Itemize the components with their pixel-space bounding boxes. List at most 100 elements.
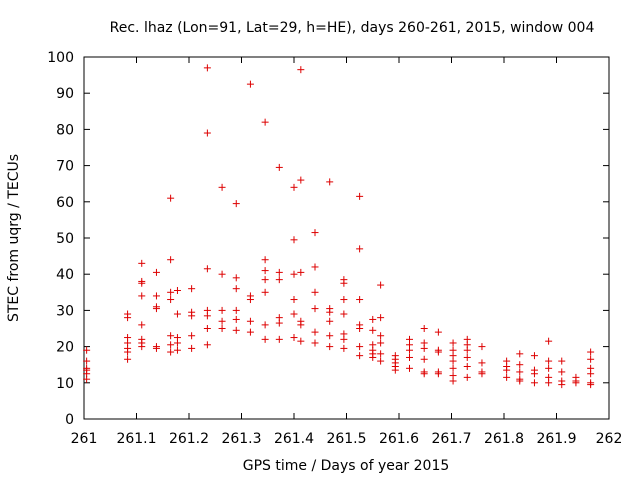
data-point — [275, 335, 283, 343]
data-point — [587, 370, 595, 378]
data-point — [377, 314, 385, 322]
data-point — [377, 350, 385, 358]
data-point — [297, 268, 305, 276]
data-point — [545, 364, 553, 372]
x-tick-label: 261.2 — [169, 431, 209, 447]
data-point — [173, 346, 181, 354]
data-point — [311, 328, 319, 336]
data-point — [290, 334, 298, 342]
data-point — [516, 361, 524, 369]
data-point — [261, 335, 269, 343]
data-point — [188, 332, 196, 340]
data-point — [203, 312, 211, 320]
data-point — [326, 178, 334, 186]
data-point — [232, 306, 240, 314]
data-point — [261, 321, 269, 329]
data-point — [188, 344, 196, 352]
data-point — [356, 245, 364, 253]
x-tick-label: 262 — [596, 431, 623, 447]
data-point — [232, 326, 240, 334]
x-tick-label: 261.9 — [536, 431, 576, 447]
data-point — [463, 346, 471, 354]
data-point — [218, 325, 226, 332]
data-point — [326, 332, 334, 340]
data-point — [152, 268, 160, 276]
data-point — [587, 381, 595, 389]
data-point — [545, 379, 553, 387]
data-point — [203, 341, 211, 349]
data-point — [326, 317, 334, 325]
data-point — [340, 296, 348, 304]
data-point — [83, 357, 91, 365]
x-axis-label: GPS time / Days of year 2015 — [243, 458, 450, 474]
data-point — [558, 368, 566, 376]
data-point — [587, 355, 595, 363]
data-point — [83, 366, 91, 374]
data-point — [173, 286, 181, 294]
data-point — [311, 305, 319, 313]
data-point — [530, 370, 538, 378]
x-tick-label: 261.8 — [484, 431, 524, 447]
data-point — [290, 296, 298, 304]
x-tick-label: 261.7 — [431, 431, 471, 447]
data-point — [420, 344, 428, 352]
data-point — [449, 377, 457, 385]
data-point — [463, 363, 471, 371]
data-point — [545, 357, 553, 365]
data-point — [587, 348, 595, 356]
data-point — [290, 310, 298, 318]
data-point — [420, 325, 428, 332]
data-point — [297, 66, 305, 74]
data-point — [311, 339, 319, 347]
data-point — [167, 194, 175, 202]
y-tick-label: 40 — [56, 267, 74, 283]
data-point — [152, 305, 160, 313]
data-point — [83, 346, 91, 354]
data-point — [406, 353, 413, 361]
data-point — [124, 355, 132, 363]
y-tick-label: 50 — [56, 231, 74, 247]
x-tick-label: 261.4 — [274, 431, 314, 447]
data-point — [203, 265, 211, 273]
data-point — [203, 64, 211, 72]
x-tick-label: 261.5 — [326, 431, 366, 447]
y-axis: 0 10 20 30 40 50 60 70 80 90 100 — [47, 50, 609, 428]
data-point — [449, 364, 457, 372]
data-point — [290, 270, 298, 278]
data-point — [369, 326, 377, 334]
data-point — [377, 339, 385, 347]
data-point — [246, 80, 254, 88]
y-axis-label: STEC from uqrg / TECUs — [6, 154, 22, 322]
data-point — [275, 319, 283, 327]
data-point — [340, 335, 348, 343]
data-point — [356, 325, 364, 332]
data-point — [391, 366, 399, 374]
data-point — [356, 343, 364, 351]
data-point — [218, 270, 226, 278]
data-point — [530, 379, 538, 387]
data-point — [261, 256, 269, 264]
data-point — [261, 288, 269, 296]
data-point — [297, 321, 305, 329]
y-tick-label: 10 — [56, 376, 74, 392]
data-point — [218, 317, 226, 325]
data-point — [261, 276, 269, 284]
x-axis: 261 261.1 261.2 261.3 261.4 261.5 261.6 261.7 26… — [71, 57, 623, 447]
data-point — [572, 379, 580, 387]
data-point — [167, 256, 175, 264]
data-point — [434, 328, 442, 336]
data-point — [434, 348, 442, 356]
data-point — [478, 370, 486, 378]
data-point — [420, 355, 428, 363]
x-tick-label: 261.1 — [116, 431, 156, 447]
y-tick-label: 80 — [56, 122, 74, 138]
data-point — [377, 281, 385, 289]
data-point — [340, 279, 348, 287]
data-point — [406, 346, 413, 354]
data-point — [167, 288, 175, 296]
data-point — [516, 368, 524, 376]
data-point — [124, 348, 132, 356]
y-tick-label: 60 — [56, 195, 74, 211]
data-point — [297, 176, 305, 184]
data-point — [377, 332, 385, 340]
